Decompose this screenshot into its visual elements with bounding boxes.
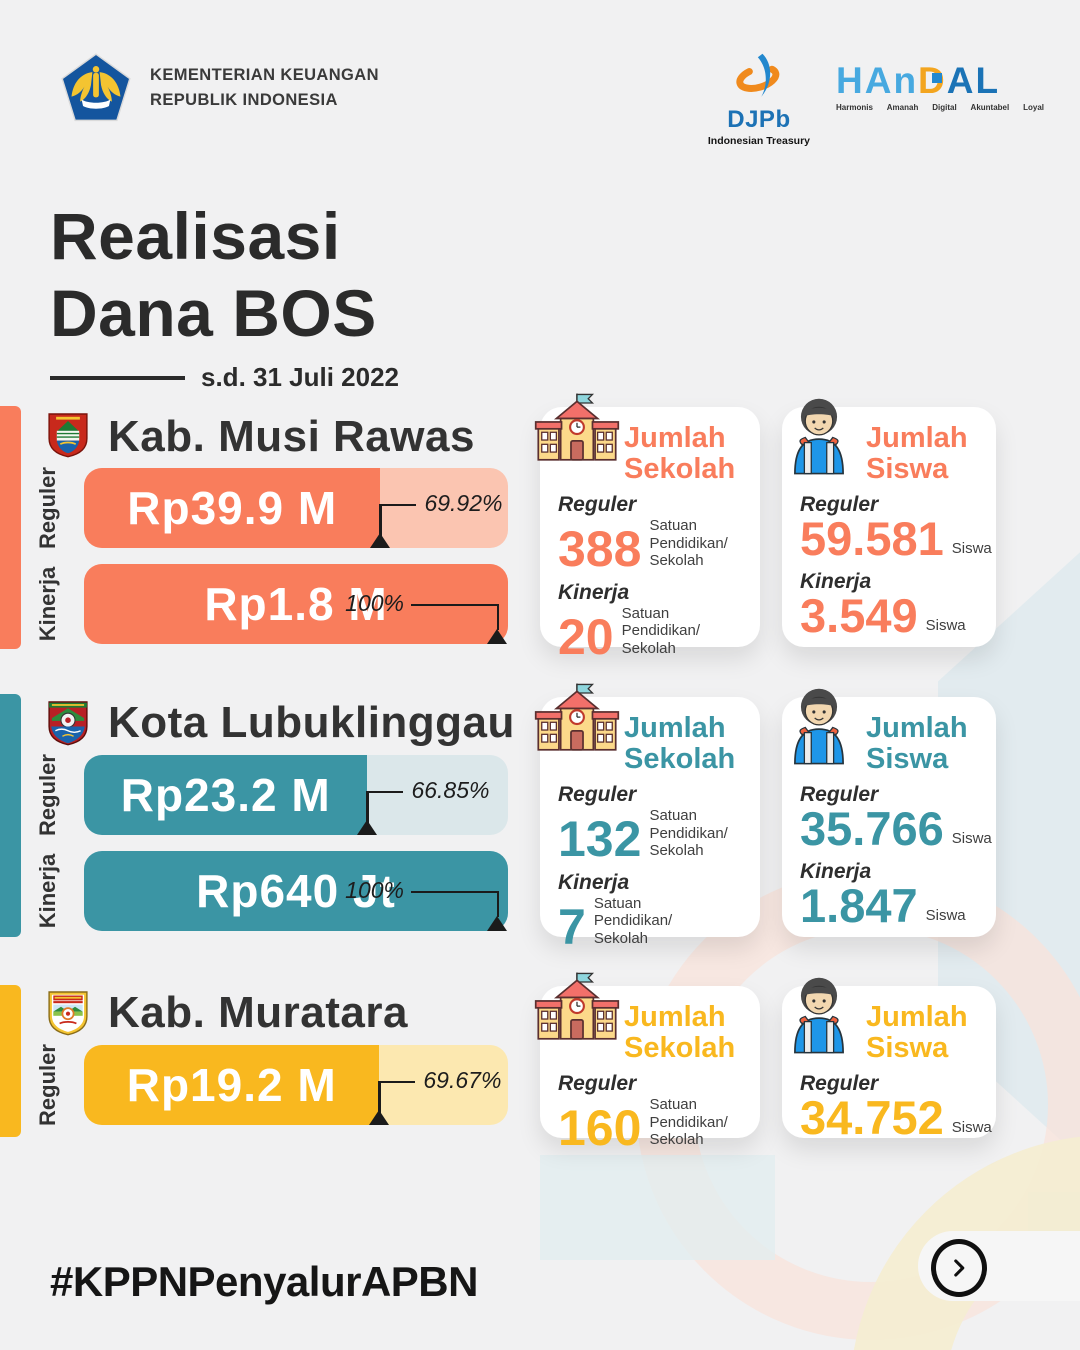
- card-title: Jumlah Siswa: [866, 712, 968, 775]
- accent-bar: [0, 985, 21, 1137]
- deco-blue-strip: [540, 1155, 775, 1260]
- card-title: Jumlah Siswa: [866, 422, 968, 485]
- students-reguler-value: 59.581: [800, 512, 944, 566]
- student-icon: [794, 398, 844, 475]
- chevron-right-icon: [954, 1259, 965, 1277]
- students-reguler-value: 34.752: [800, 1091, 944, 1145]
- card-title: Jumlah Sekolah: [624, 1001, 736, 1064]
- bar-amount: Rp23.2 M: [120, 769, 331, 821]
- students-kinerja-value: 3.549: [800, 588, 918, 642]
- title-line1: Realisasi: [50, 199, 341, 273]
- handal-values: Harmonis Amanah Digital Akuntabel Loyal: [836, 103, 1044, 112]
- card-jumlah-sekolah: Jumlah Sekolah Reguler 132 Satuan Pendid…: [534, 682, 760, 952]
- percent-label: 100%: [345, 590, 404, 616]
- bar-amount: Rp19.2 M: [126, 1059, 337, 1111]
- bar-amount: Rp39.9 M: [127, 482, 338, 534]
- ministry-name-line1: KEMENTERIAN KEUANGAN: [150, 66, 379, 85]
- handal-logo: HAnDAL Harmonis Amanah Digital Akuntabel…: [836, 62, 1044, 112]
- region-emblem-musi-rawas: [48, 413, 88, 458]
- bar-fill: [84, 468, 381, 548]
- realization-bar-kinerja: Rp1.8 M 100%: [84, 564, 508, 644]
- student-icon: [794, 976, 844, 1054]
- card-jumlah-siswa: Jumlah Siswa Reguler 59.581 Siswa Kinerj…: [782, 398, 996, 647]
- accent-bar: [0, 694, 21, 937]
- bar-axis-label: Kinerja: [35, 853, 60, 929]
- bar-axis-label: Reguler: [35, 1044, 60, 1126]
- school-icon: [534, 682, 620, 751]
- partner-logos: DJPb Indonesian Treasury HAnDAL Harmonis…: [708, 48, 1044, 147]
- students-kinerja-value: 1.847: [800, 878, 918, 932]
- title-line2: Dana BOS: [50, 276, 377, 351]
- card-jumlah-siswa: Jumlah Siswa Reguler 34.752 Siswa: [782, 976, 996, 1145]
- school-icon: [534, 393, 620, 461]
- school-icon: [534, 971, 620, 1040]
- next-button[interactable]: [931, 1239, 987, 1297]
- campaign-hashtag: #KPPNPenyalurAPBN: [50, 1258, 478, 1305]
- handal-square-accent: [931, 73, 942, 83]
- region-title: Kab. Muratara: [108, 988, 408, 1037]
- percent-label: 100%: [345, 877, 404, 903]
- bar-amount: Rp1.8 M: [204, 578, 388, 630]
- student-icon: [794, 687, 844, 765]
- subtitle-dash: [50, 376, 185, 380]
- schools-reguler-value: 388: [558, 521, 642, 578]
- card-title: Jumlah Siswa: [866, 1001, 968, 1064]
- schools-reguler-value: 160: [558, 1100, 642, 1157]
- schools-kinerja-value: 7: [558, 898, 586, 955]
- djpb-logo: DJPb Indonesian Treasury: [708, 48, 810, 147]
- card-jumlah-siswa: Jumlah Siswa Reguler 35.766 Siswa Kinerj…: [782, 687, 996, 937]
- schools-reguler-value: 132: [558, 811, 642, 868]
- bar-axis-label: Reguler: [35, 754, 60, 836]
- djpb-tagline: Indonesian Treasury: [707, 135, 810, 147]
- students-reguler-value: 35.766: [800, 802, 944, 856]
- card-title: Jumlah Sekolah: [624, 712, 736, 775]
- handal-wordmark: HAnDAL: [836, 60, 1001, 101]
- percent-label: 69.67%: [423, 1067, 502, 1093]
- ministry-brand: KEMENTERIAN KEUANGAN REPUBLIK INDONESIA: [60, 52, 379, 124]
- kemenkeu-logo-icon: [61, 53, 131, 122]
- bar-fill: [84, 1045, 380, 1125]
- accent-bar: [0, 406, 21, 649]
- region-title: Kota Lubuklinggau: [108, 698, 515, 747]
- card-jumlah-sekolah: Jumlah Sekolah Reguler 388 Satuan Pendid…: [534, 393, 760, 662]
- bar-axis-label: Kinerja: [35, 566, 60, 642]
- realization-bar-reguler: Rp39.9 M 69.92%: [84, 468, 508, 548]
- marker-triangle-icon: [369, 1110, 390, 1125]
- marker-triangle-icon: [487, 629, 507, 644]
- period-label: s.d. 31 Juli 2022: [201, 362, 400, 393]
- marker-triangle-icon: [487, 916, 507, 931]
- bar-fill: [84, 755, 368, 835]
- bar-axis-label: Reguler: [35, 467, 60, 549]
- card-title: Jumlah Sekolah: [624, 422, 736, 485]
- marker-triangle-icon: [357, 820, 378, 835]
- bar-amount: Rp640 Jt: [196, 865, 396, 917]
- djpb-swirl-icon: [736, 53, 780, 97]
- percent-label: 66.85%: [411, 777, 490, 803]
- percent-label: 69.92%: [424, 490, 503, 516]
- schools-kinerja-value: 20: [558, 608, 614, 665]
- region-emblem-muratara: [48, 991, 88, 1036]
- realization-bar-reguler: Rp19.2 M 69.67%: [84, 1045, 508, 1125]
- djpb-wordmark: DJPb: [727, 106, 791, 133]
- realization-bar-kinerja: Rp640 Jt 100%: [84, 851, 508, 931]
- marker-triangle-icon: [370, 533, 391, 548]
- card-jumlah-sekolah: Jumlah Sekolah Reguler 160 Satuan Pendid…: [534, 971, 760, 1153]
- ministry-name-line2: REPUBLIK INDONESIA: [150, 91, 338, 109]
- realization-bar-reguler: Rp23.2 M 66.85%: [84, 755, 508, 835]
- page-title: Realisasi Dana BOS s.d. 31 Juli 2022: [50, 198, 399, 393]
- region-title: Kab. Musi Rawas: [108, 412, 475, 461]
- region-emblem-lubuklinggau: [48, 701, 88, 746]
